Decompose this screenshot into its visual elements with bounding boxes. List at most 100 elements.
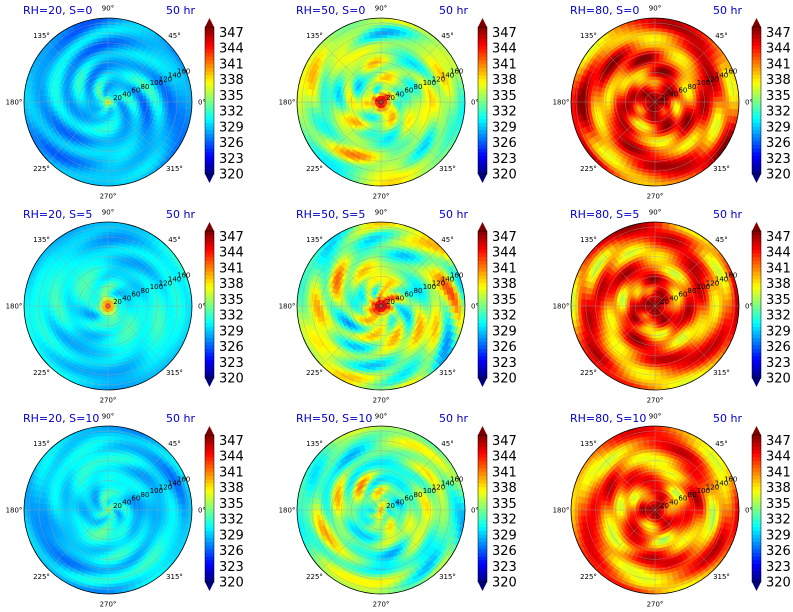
colorbar-swatch xyxy=(478,45,487,50)
panel-title: RH=80, S=0 xyxy=(570,4,639,17)
field-cell xyxy=(332,97,337,103)
field-cell xyxy=(375,153,382,158)
angle-tick-label: 180° xyxy=(279,99,296,107)
radial-tick-label: 60 xyxy=(404,87,413,95)
field-cell xyxy=(377,133,382,138)
field-cell xyxy=(650,143,656,148)
field-cell xyxy=(78,99,83,103)
field-cell xyxy=(377,137,382,142)
colorbar-tick-label: 329 xyxy=(492,120,517,135)
colorbar-tick-label: 326 xyxy=(492,136,517,151)
field-cell xyxy=(432,101,437,108)
field-cell xyxy=(650,53,656,58)
radial-tick-label: 40 xyxy=(395,90,404,98)
field-cell xyxy=(102,159,109,164)
field-cell xyxy=(677,101,682,105)
field-cell xyxy=(107,66,112,71)
colorbar-swatch xyxy=(478,93,487,98)
field-cell xyxy=(380,62,385,67)
colorbar-swatch xyxy=(478,34,487,39)
field-cell xyxy=(693,97,698,103)
field-cell xyxy=(152,101,157,107)
field-cell xyxy=(165,101,170,108)
field-cell xyxy=(376,140,382,145)
colorbar-tick-label: 347 xyxy=(219,26,244,41)
colorbar-swatch xyxy=(478,82,487,87)
field-cell xyxy=(654,59,660,64)
colorbar-swatch xyxy=(478,96,487,101)
field-cell xyxy=(68,98,73,103)
field-cell xyxy=(143,101,148,106)
field-cell xyxy=(103,53,109,58)
colorbar-swatch xyxy=(478,107,487,112)
field-cell xyxy=(699,97,704,103)
angle-tick-label: 90° xyxy=(102,5,114,13)
field-cell xyxy=(380,159,387,164)
field-cell xyxy=(107,159,114,164)
angle-tick-label: 45° xyxy=(168,32,180,40)
colorbar-swatch xyxy=(205,118,214,123)
field-cell xyxy=(65,101,70,107)
field-cell xyxy=(146,101,151,107)
field-cell xyxy=(65,97,70,103)
field-cell xyxy=(52,101,57,108)
field-cell xyxy=(654,75,658,80)
field-cell xyxy=(107,40,114,45)
field-cell xyxy=(654,62,659,67)
field-cell xyxy=(693,101,698,107)
field-cell xyxy=(696,101,701,107)
field-cell xyxy=(312,101,317,109)
colorbar-swatch xyxy=(478,118,487,123)
field-cell xyxy=(412,101,417,106)
colorbar-swatch xyxy=(205,140,214,146)
colorbar-swatch xyxy=(205,100,214,105)
colorbar-swatch xyxy=(205,82,214,87)
field-cell xyxy=(102,40,109,45)
field-cell xyxy=(159,96,164,103)
field-cell xyxy=(59,97,64,103)
field-cell xyxy=(172,95,177,103)
colorbar-swatch xyxy=(205,34,214,39)
field-cell xyxy=(102,162,109,167)
angle-tick-label: 45° xyxy=(441,32,453,40)
field-cell xyxy=(107,149,113,155)
angle-tick-label: 270° xyxy=(373,193,390,201)
field-cell xyxy=(419,97,424,103)
field-cell xyxy=(155,101,161,107)
colorbar-swatch xyxy=(478,89,487,94)
colorbar-swatch xyxy=(478,133,487,138)
angle-tick-label: 225° xyxy=(306,165,323,173)
field-cell xyxy=(332,101,337,107)
colorbar-swatch xyxy=(205,85,214,90)
colorbar-tick-label: 338 xyxy=(219,73,244,88)
field-cell xyxy=(403,101,408,105)
colorbar-swatch xyxy=(205,60,214,65)
colorbar-swatch xyxy=(205,155,214,160)
colorbar-swatch xyxy=(205,56,214,61)
field-cell xyxy=(55,97,61,103)
colorbar-swatch xyxy=(205,49,214,54)
colorbar-swatch xyxy=(478,100,487,105)
field-cell xyxy=(438,101,443,108)
field-cell xyxy=(380,72,384,77)
radial-tick-label: 80 xyxy=(141,83,150,91)
colorbar-swatch xyxy=(205,133,214,138)
colorbar-swatch xyxy=(478,78,487,83)
colorbar-tick-label: 347 xyxy=(492,26,517,41)
field-cell xyxy=(312,95,317,103)
field-cell xyxy=(351,99,356,103)
colorbar-tick-label: 323 xyxy=(219,152,244,167)
field-cell xyxy=(133,101,138,105)
colorbar-swatch xyxy=(478,74,487,79)
field-cell xyxy=(425,101,430,107)
field-cell xyxy=(319,101,324,108)
colorbar-tick-label: 332 xyxy=(492,105,517,120)
field-cell xyxy=(380,56,386,61)
field-cell xyxy=(380,143,386,148)
field-cell xyxy=(72,98,77,103)
colorbar-swatch xyxy=(205,78,214,83)
field-cell xyxy=(104,137,109,142)
colorbar-swatch xyxy=(205,45,214,50)
colorbar-extend-max xyxy=(478,18,487,27)
